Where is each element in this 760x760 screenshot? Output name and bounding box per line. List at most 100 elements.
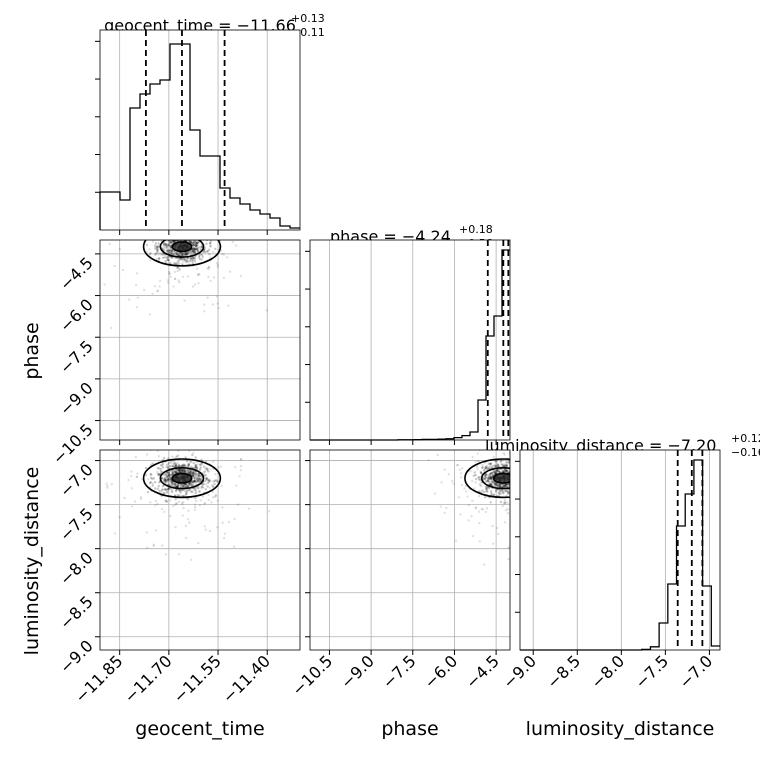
scatter-point xyxy=(207,493,210,496)
scatter-point xyxy=(174,488,178,491)
scatter-point xyxy=(164,478,167,481)
scatter-point xyxy=(165,472,168,475)
scatter-point xyxy=(162,237,164,239)
scatter-point xyxy=(196,247,199,251)
scatter-point xyxy=(108,242,111,246)
scatter-point xyxy=(193,240,197,243)
scatter-point xyxy=(497,470,501,473)
scatter-point xyxy=(168,478,171,482)
scatter-point xyxy=(173,236,175,238)
scatter-point xyxy=(183,489,186,492)
scatter-point xyxy=(208,479,212,483)
scatter-point xyxy=(169,241,173,244)
scatter-point xyxy=(489,491,493,494)
scatter-point xyxy=(499,459,503,462)
scatter-point xyxy=(167,472,171,475)
scatter-point xyxy=(191,490,194,494)
scatter-point xyxy=(184,237,186,239)
scatter-point xyxy=(480,466,484,470)
scatter-point xyxy=(184,252,187,256)
scatter-point xyxy=(168,249,172,253)
scatter-point xyxy=(493,482,496,485)
scatter-point xyxy=(177,500,181,504)
scatter-point xyxy=(166,477,170,481)
scatter-point xyxy=(503,464,506,468)
scatter-point xyxy=(182,236,184,238)
scatter-point xyxy=(489,465,492,468)
scatter-point xyxy=(155,257,159,261)
scatter-point xyxy=(483,468,487,471)
scatter-point xyxy=(175,485,179,489)
scatter-point xyxy=(200,442,202,444)
scatter-point xyxy=(513,486,515,488)
scatter-point xyxy=(167,235,169,237)
scatter-point xyxy=(186,251,189,255)
scatter-point xyxy=(517,473,519,475)
scatter-point xyxy=(445,506,448,510)
scatter-point xyxy=(169,461,173,465)
scatter-point xyxy=(427,459,430,462)
scatter-point xyxy=(164,499,167,502)
scatter-point xyxy=(162,243,166,246)
scatter-point xyxy=(174,464,178,467)
scatter-point xyxy=(193,508,197,511)
scatter-point xyxy=(171,237,173,239)
scatter-point xyxy=(216,526,219,529)
scatter-point xyxy=(493,469,496,473)
scatter-point xyxy=(197,249,200,253)
scatter-point xyxy=(199,463,202,467)
scatter-point xyxy=(505,464,508,467)
scatter-point xyxy=(174,465,178,468)
scatter-point xyxy=(162,457,166,460)
scatter-point xyxy=(502,484,506,488)
scatter-point xyxy=(167,248,170,252)
scatter-point xyxy=(139,495,143,499)
scatter-point xyxy=(176,234,178,236)
scatter-point xyxy=(189,469,192,472)
scatter-point xyxy=(504,470,508,473)
scatter-point xyxy=(185,236,187,238)
scatter-point xyxy=(198,468,202,471)
xlabel-luminosity-distance: luminosity_distance xyxy=(526,718,715,740)
tick-label-x-luminosity_distance: −9.0 xyxy=(499,651,540,692)
scatter-point xyxy=(491,471,494,475)
scatter-point xyxy=(197,541,200,545)
scatter-point xyxy=(187,471,191,475)
scatter-point xyxy=(467,519,470,522)
scatter-point xyxy=(512,503,514,505)
scatter-point xyxy=(168,252,171,255)
scatter-point xyxy=(195,479,198,482)
scatter-point xyxy=(193,235,195,237)
scatter-point xyxy=(485,490,488,493)
scatter-point xyxy=(166,465,169,469)
scatter-point xyxy=(191,241,194,245)
scatter-point xyxy=(171,470,174,474)
scatter-point xyxy=(198,474,201,478)
scatter-point xyxy=(168,474,171,477)
scatter-point xyxy=(484,465,487,469)
scatter-point xyxy=(148,258,152,262)
scatter-point xyxy=(184,490,188,494)
scatter-point xyxy=(207,275,210,279)
scatter-point xyxy=(503,501,506,504)
scatter-point xyxy=(216,263,220,267)
scatter-point xyxy=(211,490,215,494)
scatter-point xyxy=(175,231,177,233)
scatter-point xyxy=(162,466,165,469)
scatter-point xyxy=(207,498,210,502)
tick-label-x-luminosity_distance: −8.0 xyxy=(587,651,628,692)
scatter-point xyxy=(494,464,498,467)
scatter-point xyxy=(219,465,222,468)
scatter-point xyxy=(192,249,195,252)
scatter-point xyxy=(204,467,207,470)
scatter-point xyxy=(146,490,150,494)
scatter-point xyxy=(194,479,197,482)
scatter-point xyxy=(188,488,191,491)
scatter-point xyxy=(179,468,182,471)
scatter-point xyxy=(175,235,177,237)
scatter-point xyxy=(189,460,192,463)
scatter-point xyxy=(200,231,202,233)
scatter-point xyxy=(193,479,196,483)
scatter-point xyxy=(168,476,172,480)
scatter-point xyxy=(505,489,509,493)
